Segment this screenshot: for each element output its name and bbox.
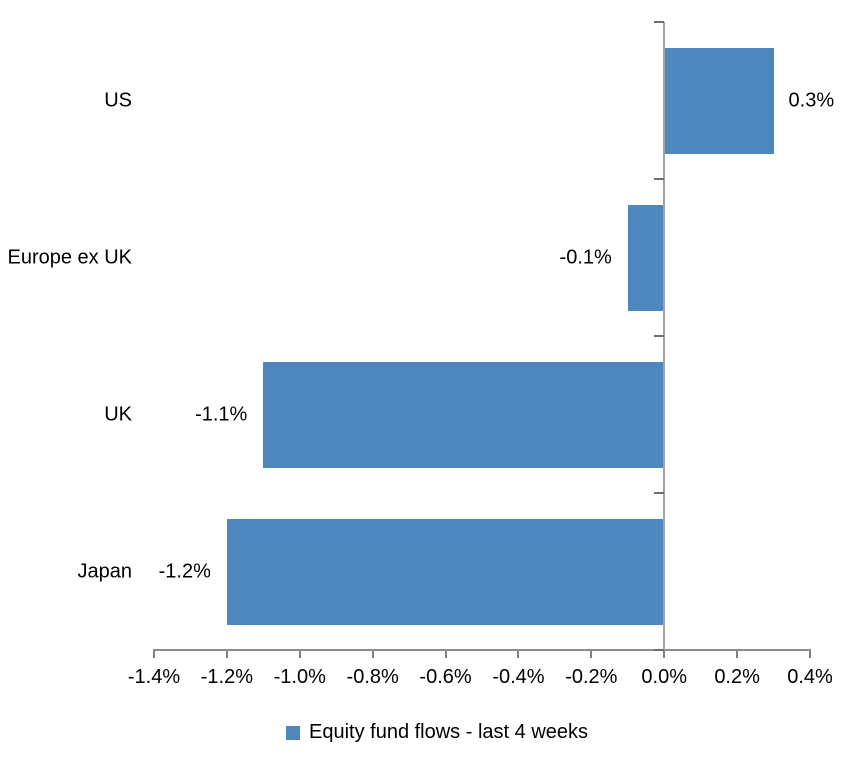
x-tick-label: -0.2% [565,666,618,688]
x-axis-tick [225,651,228,658]
category-label-us: US [104,89,132,111]
x-tick-label: 0.4% [787,666,833,688]
x-tick-label: -1.2% [200,666,253,688]
bar-uk [263,361,665,468]
category-label-japan: Japan [77,560,133,582]
x-axis-tick [736,651,739,658]
x-axis-tick [809,651,811,658]
x-tick-label: 0.0% [641,666,688,688]
category-axis-tick [654,178,665,180]
x-tick-label: -0.6% [419,666,472,688]
x-axis-tick [590,651,593,658]
zero-axis-line [663,22,666,650]
x-tick-label: -1.0% [273,666,326,688]
x-axis-tick [371,651,374,658]
bar-europe-ex-uk [627,204,665,311]
legend-series-swatch-icon [285,725,300,740]
x-axis-tick [153,651,155,658]
x-axis-tick [517,651,520,658]
bar-japan [226,518,665,625]
value-label-europe-ex-uk: -0.1% [559,246,612,268]
value-label-us: 0.3% [788,89,835,111]
x-tick-label: -0.4% [492,666,545,688]
x-axis-tick [663,651,666,658]
x-tick-label: 0.2% [714,666,760,688]
x-axis-tick [444,651,447,658]
legend-series-label: Equity fund flows - last 4 weeks [308,721,589,743]
x-axis-line [153,649,811,651]
category-label-europe-ex-uk: Europe ex UK [7,246,132,268]
category-axis-tick [654,649,665,651]
category-axis-tick [654,21,665,23]
value-label-japan: -1.2% [158,560,211,582]
value-label-uk: -1.1% [195,403,248,425]
category-axis-tick [654,492,665,494]
x-tick-label: -0.8% [346,666,399,688]
x-tick-label: -1.4% [127,666,181,688]
bar-us [664,47,774,154]
category-label-uk: UK [104,403,132,425]
x-axis-tick [298,651,301,658]
category-axis-tick [654,335,665,337]
legend: Equity fund flows - last 4 weeks [285,721,589,744]
